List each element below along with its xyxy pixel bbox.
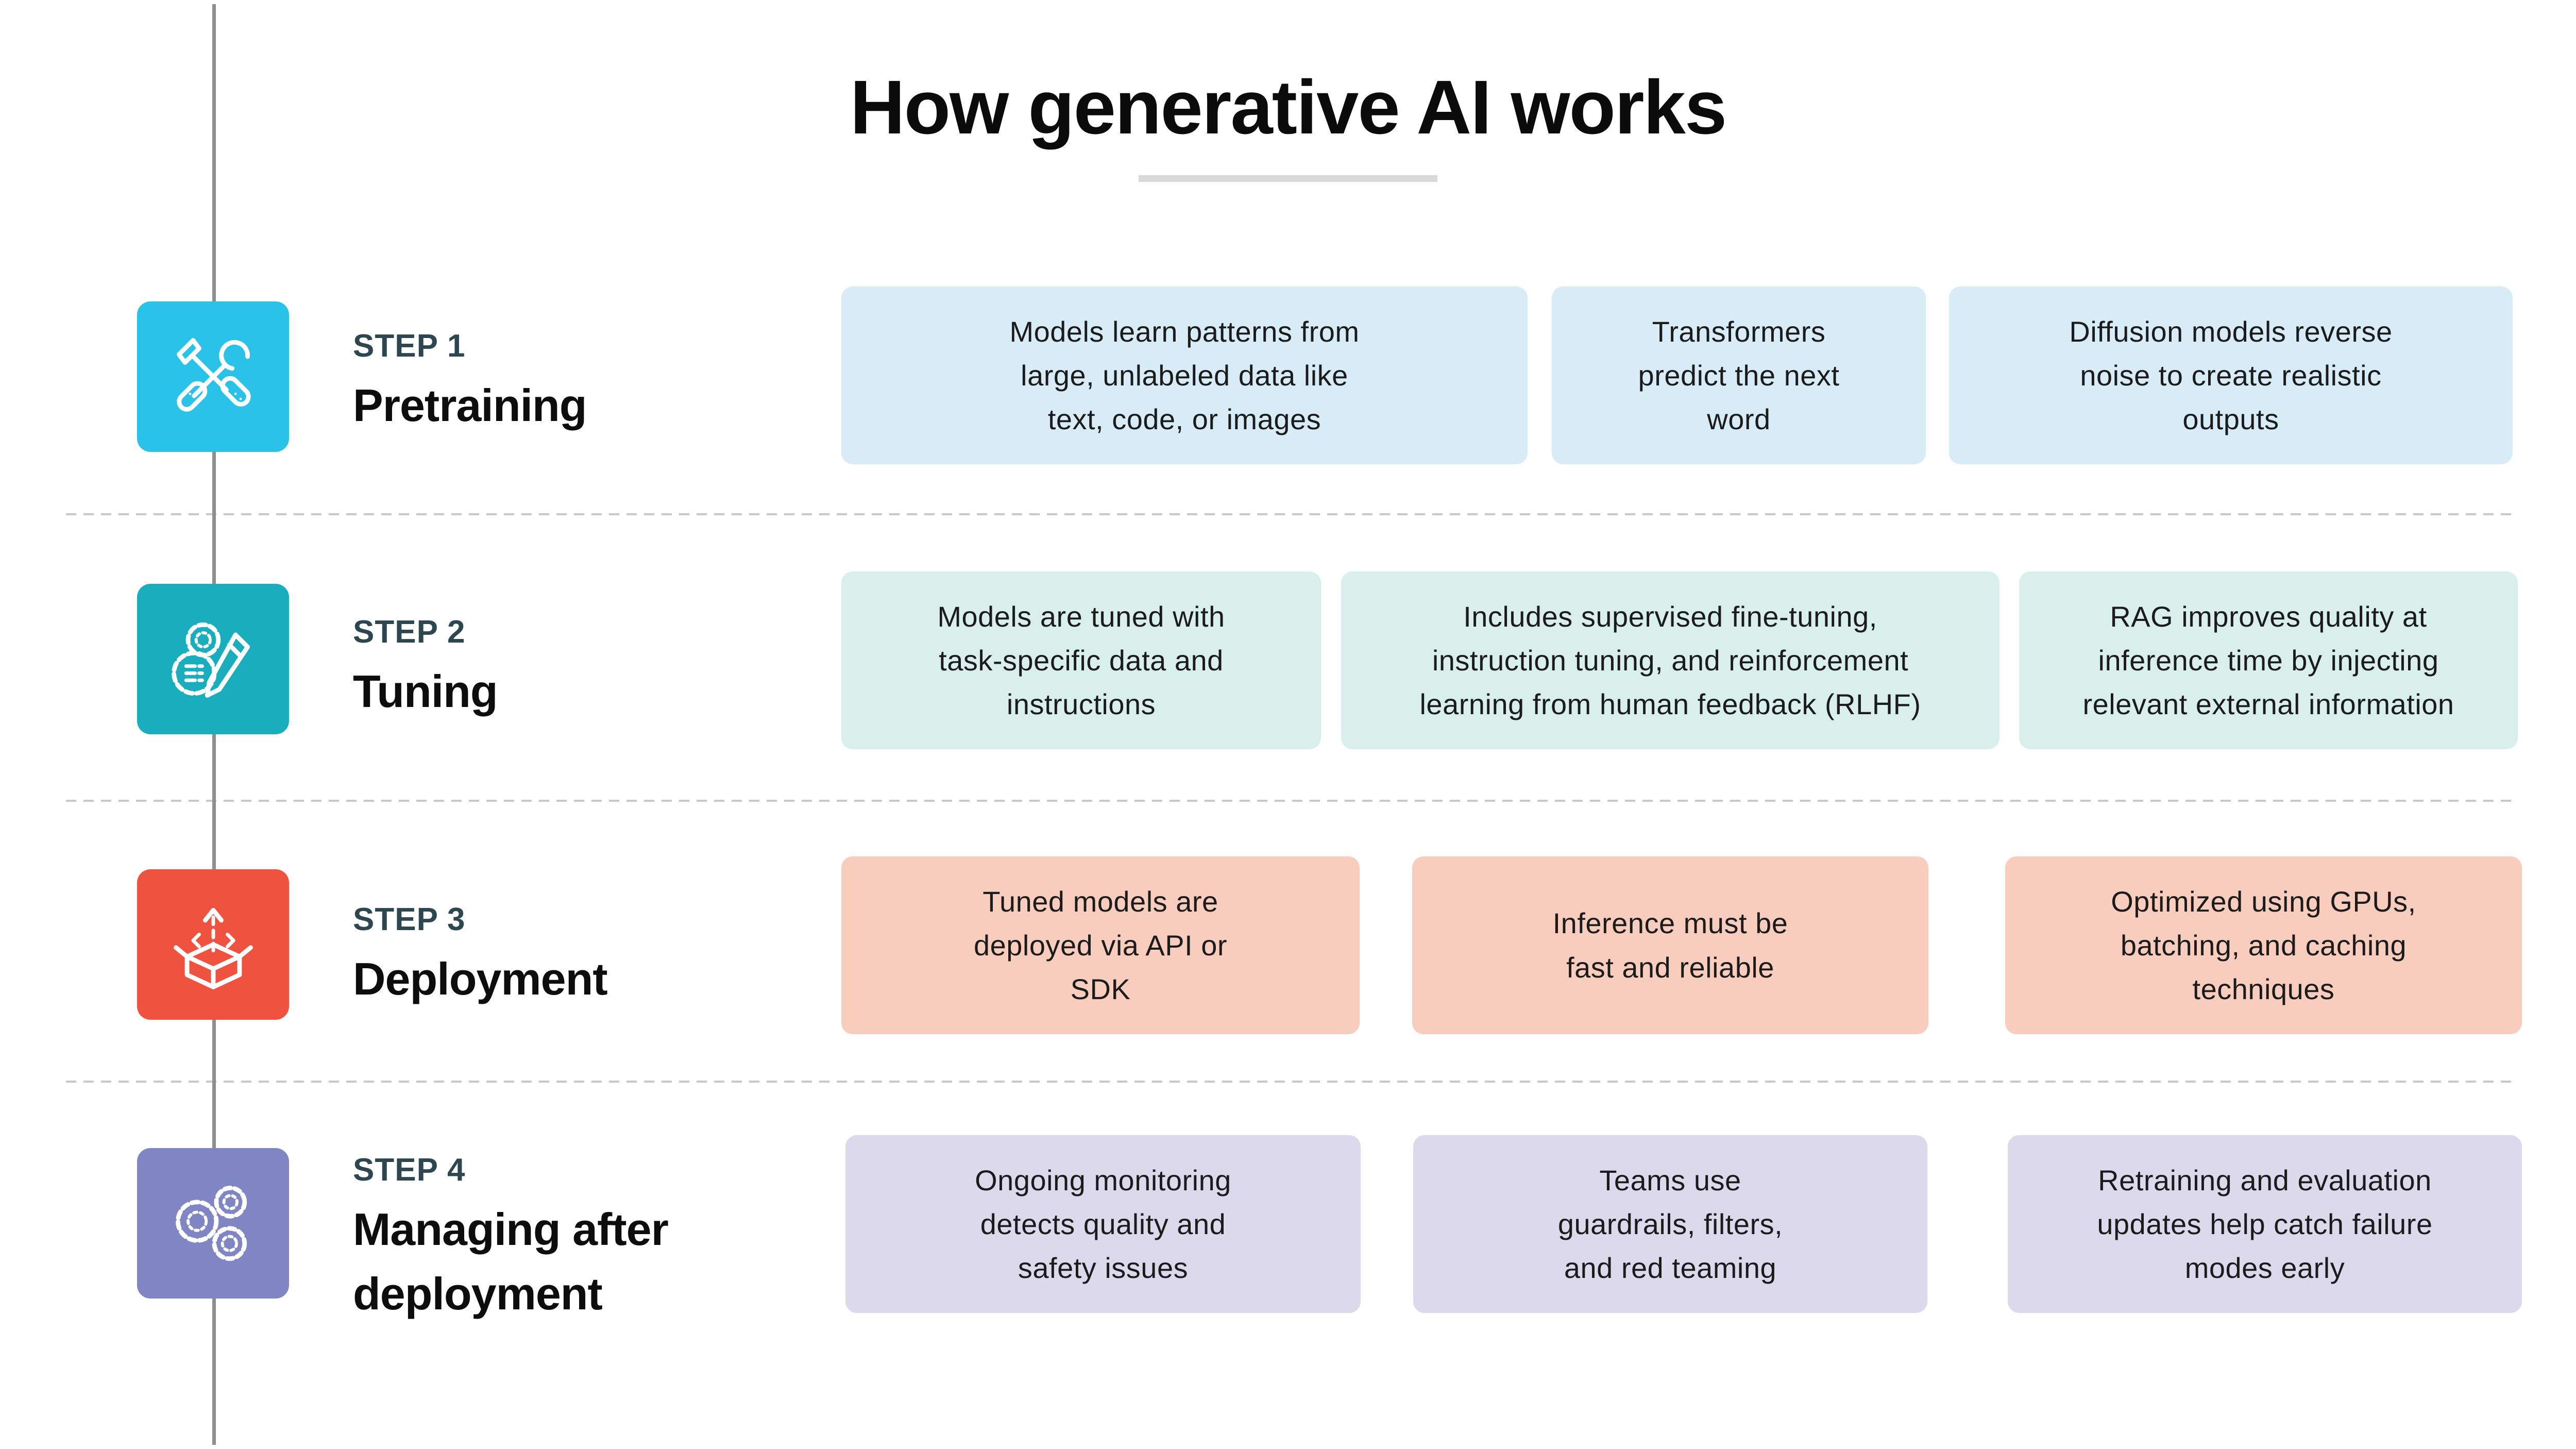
deploy-box-icon	[173, 907, 253, 989]
step4-name: Managing after deployment	[353, 1204, 669, 1319]
card-step3-3: Optimized using GPUs, batching, and cach…	[2005, 856, 2522, 1034]
card-step2-1: Models are tuned with task-specific data…	[841, 571, 1321, 749]
step1-text-block: STEP 1 Pretraining	[353, 330, 587, 438]
card-step1-1: Models learn patterns from large, unlabe…	[841, 287, 1528, 464]
step3-name: Deployment	[353, 953, 608, 1004]
card-step2-3: RAG improves quality at inference time b…	[2019, 571, 2518, 749]
row-separator	[66, 1081, 2513, 1083]
page-title: How generative AI works	[850, 65, 1727, 150]
step3-icon-tile	[137, 869, 289, 1020]
card-step4-3: Retraining and evaluation updates help c…	[2008, 1135, 2522, 1313]
step2-text-block: STEP 2 Tuning	[353, 616, 498, 724]
card-step1-2: Transformers predict the next word	[1552, 287, 1926, 464]
step3-text-block: STEP 3 Deployment	[353, 902, 608, 1012]
card-step3-1: Tuned models are deployed via API or SDK	[841, 856, 1360, 1034]
step4-label: STEP 4	[353, 1152, 466, 1188]
card-text: Inference must be fast and reliable	[1552, 907, 1788, 984]
card-step2-2: Includes supervised fine-tuning, instruc…	[1341, 571, 1999, 749]
step1-name: Pretraining	[353, 380, 587, 431]
card-step4-1: Ongoing monitoring detects quality and s…	[845, 1135, 1361, 1313]
card-text: Models learn patterns from large, unlabe…	[1009, 315, 1360, 436]
step2-name: Tuning	[353, 666, 498, 717]
step1-icon-tile	[137, 301, 289, 452]
row-separator	[66, 513, 2513, 515]
card-step4-2: Teams use guardrails, filters, and red t…	[1413, 1135, 1927, 1313]
card-text: Transformers predict the next word	[1638, 315, 1840, 436]
card-text: Optimized using GPUs, batching, and cach…	[2111, 885, 2416, 1006]
card-text: Teams use guardrails, filters, and red t…	[1557, 1164, 1783, 1285]
gears-pencil-icon	[171, 622, 250, 698]
title-underline	[1139, 175, 1437, 182]
step1-label: STEP 1	[353, 328, 466, 364]
step2-icon-tile	[137, 584, 289, 734]
card-text: Ongoing monitoring detects quality and s…	[975, 1164, 1231, 1285]
gears-icon	[175, 1185, 247, 1261]
card-text: RAG improves quality at inference time b…	[2082, 600, 2454, 721]
step3-label: STEP 3	[353, 902, 466, 937]
tools-icon	[176, 338, 251, 412]
card-text: Retraining and evaluation updates help c…	[2097, 1164, 2433, 1285]
step4-text-block: STEP 4 Managing after deployment	[353, 1152, 669, 1326]
card-text: Models are tuned with task-specific data…	[937, 600, 1225, 721]
row-separator	[66, 800, 2513, 802]
step2-label: STEP 2	[353, 614, 466, 650]
card-step3-2: Inference must be fast and reliable	[1412, 856, 1928, 1034]
card-text: Tuned models are deployed via API or SDK	[973, 885, 1228, 1006]
card-text: Includes supervised fine-tuning, instruc…	[1419, 600, 1921, 721]
card-step1-3: Diffusion models reverse noise to create…	[1949, 287, 2513, 464]
card-text: Diffusion models reverse noise to create…	[2069, 315, 2393, 436]
step4-icon-tile	[137, 1148, 289, 1299]
